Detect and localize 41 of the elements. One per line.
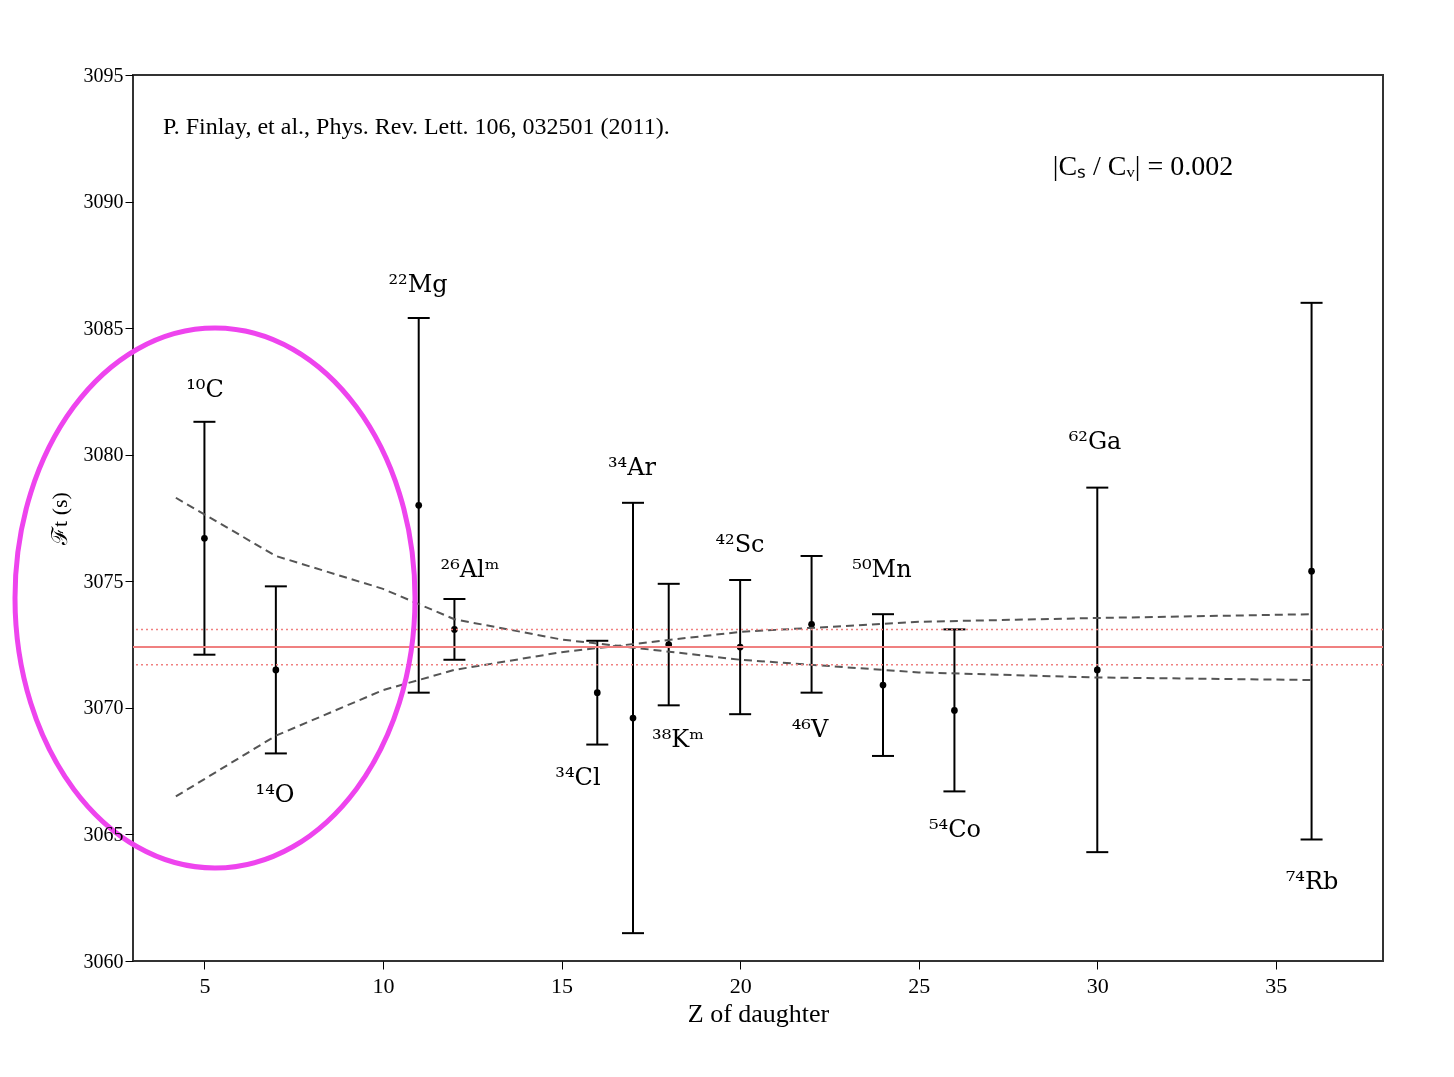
annotation: ⁴²Sc xyxy=(715,530,765,558)
x-tick-label: 15 xyxy=(551,972,574,998)
annotation: ⁴⁶V xyxy=(791,715,829,743)
x-tick-label: 10 xyxy=(372,972,395,998)
y-tick-label: 3060 xyxy=(83,949,124,972)
y-tick-label: 3080 xyxy=(83,443,124,466)
point xyxy=(879,681,887,689)
annotation: ²⁶Alᵐ xyxy=(440,555,500,583)
y-axis-title: ℱt (s) xyxy=(46,492,72,546)
annotation: ⁵⁰Mn xyxy=(852,555,912,583)
annotation: ³⁴Cl xyxy=(555,763,601,791)
annotation: ¹⁰C xyxy=(186,375,224,403)
y-tick-label: 3075 xyxy=(83,569,124,592)
annotation: P. Finlay, et al., Phys. Rev. Lett. 106, 032501 (2011). xyxy=(163,113,670,139)
point xyxy=(951,707,958,714)
point xyxy=(808,620,815,628)
point xyxy=(629,714,637,722)
point xyxy=(593,689,601,697)
y-tick-label: 3070 xyxy=(83,696,124,719)
x-tick-label: 20 xyxy=(729,972,752,998)
x-tick-label: 30 xyxy=(1086,972,1109,998)
x-tick-label: 5 xyxy=(199,972,211,998)
annotation: ³⁴Ar xyxy=(607,453,657,481)
annotation: ⁵⁴Co xyxy=(928,815,982,843)
x-tick-label: 35 xyxy=(1265,972,1288,998)
point xyxy=(1093,666,1101,674)
annotation: |Cₛ / Cᵥ| = 0.002 xyxy=(1052,150,1234,181)
annotation: ¹⁴O xyxy=(255,780,295,808)
point xyxy=(1308,567,1315,575)
y-tick-label: 3085 xyxy=(83,316,124,339)
x-axis-title: Z of daughter xyxy=(687,998,830,1028)
annotation: ⁶²Ga xyxy=(1068,427,1122,455)
point xyxy=(272,666,280,674)
y-tick-label: 3095 xyxy=(83,63,124,86)
point xyxy=(201,534,208,542)
annotation: ²²Mg xyxy=(388,270,448,298)
y-tick-label: 3090 xyxy=(83,190,124,213)
x-tick-label: 25 xyxy=(908,972,931,998)
annotation: ⁷⁴Rb xyxy=(1285,867,1339,895)
point xyxy=(415,502,423,509)
annotation: ³⁸Kᵐ xyxy=(652,725,704,753)
